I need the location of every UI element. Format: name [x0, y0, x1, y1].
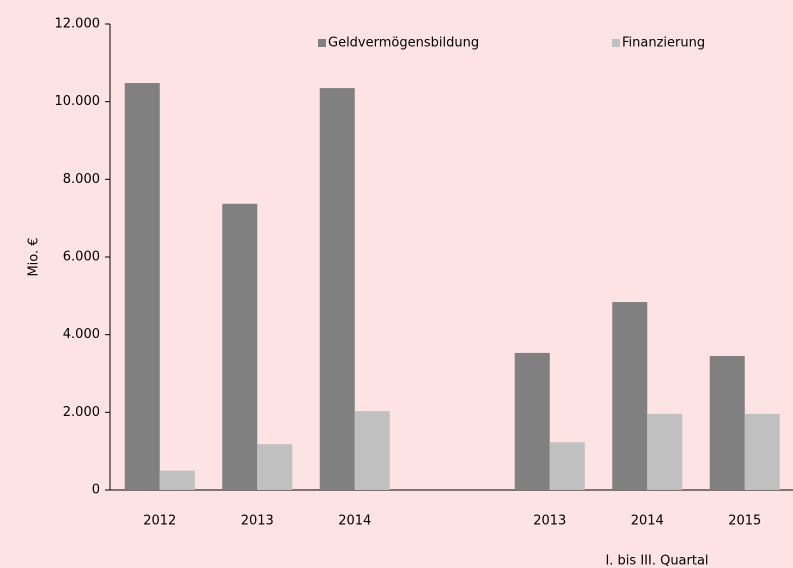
bar — [744, 413, 780, 490]
bar — [257, 444, 293, 490]
y-tick-label: 6.000 — [63, 250, 100, 265]
x-tick-label: 2014 — [631, 514, 664, 529]
x-tick-label: 2013 — [241, 514, 274, 529]
x-tick-label: 2015 — [728, 514, 761, 529]
bar — [549, 442, 585, 490]
annotation: I. bis III. Quartal — [605, 554, 708, 568]
y-tick-label: 8.000 — [63, 172, 100, 187]
bar — [319, 88, 355, 490]
y-tick-label: 2.000 — [63, 405, 100, 420]
legend-label: Geldvermögensbildung — [328, 36, 479, 51]
bar — [647, 413, 683, 490]
y-axis-label: Mio. € — [27, 237, 42, 276]
x-tick-label: 2014 — [338, 514, 371, 529]
bar — [612, 302, 648, 490]
y-tick-label: 12.000 — [55, 17, 101, 32]
bar — [124, 83, 160, 490]
y-tick-label: 10.000 — [55, 94, 101, 109]
bar — [354, 411, 390, 490]
x-tick-label: 2012 — [143, 514, 176, 529]
y-tick-label: 0 — [92, 483, 100, 498]
legend-swatch — [318, 39, 326, 47]
bar — [222, 203, 258, 490]
x-tick-label: 2013 — [533, 514, 566, 529]
legend-label: Finanzierung — [622, 36, 705, 51]
bar — [514, 352, 550, 490]
y-tick-label: 4.000 — [63, 327, 100, 342]
legend-swatch — [612, 39, 620, 47]
bar — [159, 470, 195, 490]
bar — [709, 356, 745, 490]
